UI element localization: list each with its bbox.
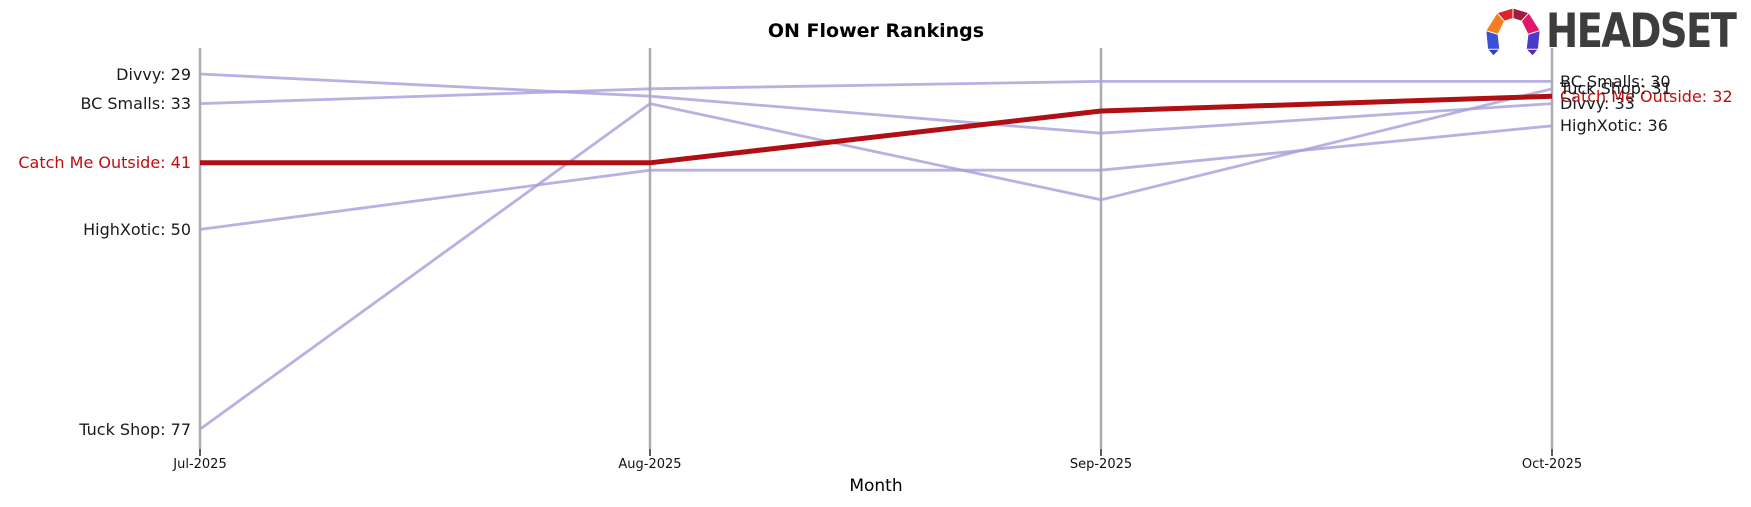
series-line-catch-me-outside <box>200 93 1553 166</box>
series-label-left: HighXotic: 50 <box>83 220 191 239</box>
series-label-left: Tuck Shop: 77 <box>79 420 191 439</box>
chart-title: ON Flower Rankings <box>767 20 985 42</box>
series-label-right: Catch Me Outside: 32 <box>1560 87 1733 106</box>
headset-logo-icon <box>1485 7 1541 56</box>
headset-logo-text: HEADSET <box>1546 3 1737 59</box>
series-label-right: Tuck Shop: 31 <box>1560 79 1672 98</box>
x-tick-label: Jul-2025 <box>173 457 227 472</box>
x-tick-label: Aug-2025 <box>618 457 682 472</box>
x-tick-label: Oct-2025 <box>1521 457 1583 472</box>
series-line-divvy <box>199 72 1553 135</box>
series-label-right: Divvy: 33 <box>1560 94 1635 113</box>
series-label-left: Divvy: 29 <box>116 65 191 84</box>
series-line-highxotic <box>199 124 1553 231</box>
logo-foot-tip <box>1524 48 1540 56</box>
logo-facet <box>1525 29 1541 51</box>
x-axis-label: Month <box>849 476 903 496</box>
headset-logo: HEADSET <box>1484 7 1751 56</box>
series-label-left: Catch Me Outside: 41 <box>18 153 191 172</box>
series-line-bc-smalls <box>199 80 1552 105</box>
series-line-tuck-shop <box>199 87 1553 431</box>
series-label-right: BC Smalls: 30 <box>1560 72 1671 91</box>
series-label-right: HighXotic: 36 <box>1560 116 1668 135</box>
series-label-left: BC Smalls: 33 <box>80 94 191 113</box>
x-tick-label: Sep-2025 <box>1069 457 1133 472</box>
logo-foot-tip <box>1486 48 1502 56</box>
